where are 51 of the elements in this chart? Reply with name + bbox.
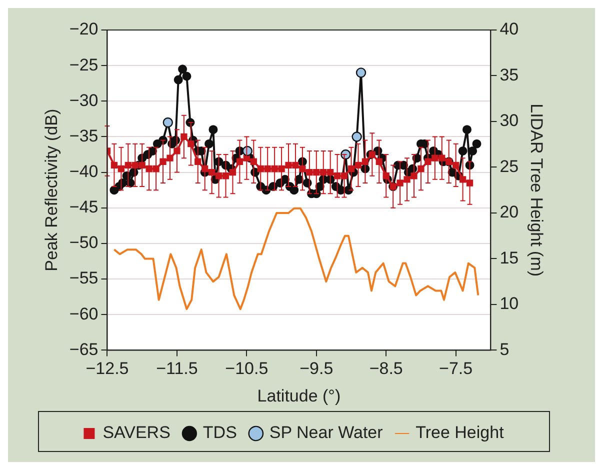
y2-tick-label: 35 bbox=[500, 65, 519, 84]
point bbox=[306, 168, 313, 176]
point bbox=[146, 165, 152, 172]
point bbox=[410, 172, 418, 180]
point bbox=[278, 165, 285, 172]
point bbox=[285, 162, 292, 169]
point bbox=[180, 133, 188, 140]
y-tick-label: −50 bbox=[69, 233, 98, 252]
point bbox=[356, 68, 366, 78]
y2-axis-title: LIDAR Tree Height (m) bbox=[527, 104, 546, 277]
y-tick-label: −20 bbox=[69, 20, 98, 39]
point bbox=[404, 176, 410, 183]
y-tick-label: −25 bbox=[69, 55, 98, 74]
y-tick-label: −30 bbox=[69, 90, 98, 110]
y2-tick-label: 15 bbox=[500, 248, 519, 268]
point bbox=[152, 165, 160, 172]
y2-tick-label: 40 bbox=[500, 20, 519, 39]
y-tick-label: −45 bbox=[69, 198, 98, 217]
point bbox=[352, 132, 362, 142]
y-tick-label: −40 bbox=[69, 162, 98, 181]
y-tick-label: −35 bbox=[69, 126, 98, 146]
point bbox=[162, 117, 173, 128]
y2-tick-label: 30 bbox=[500, 111, 519, 130]
legend-label: TDS bbox=[202, 423, 237, 442]
legend-label: SAVERS bbox=[102, 423, 170, 442]
x-tick-label: −11.5 bbox=[156, 359, 198, 378]
point bbox=[292, 162, 299, 169]
x-axis-title: Latitude (°) bbox=[257, 386, 341, 406]
point bbox=[166, 154, 174, 162]
legend-label: Tree Height bbox=[416, 423, 504, 442]
point bbox=[174, 148, 180, 154]
point bbox=[271, 165, 278, 172]
y-tick-label: −65 bbox=[69, 340, 98, 359]
x-tick-label: −12.5 bbox=[86, 359, 129, 378]
y-tick-label: −55 bbox=[69, 268, 98, 288]
y2-tick-label: 5 bbox=[500, 340, 510, 359]
y-axis-title: Peak Reflectivity (dB) bbox=[42, 108, 61, 272]
point bbox=[396, 180, 404, 186]
y2-tick-label: 25 bbox=[500, 156, 519, 176]
point bbox=[424, 158, 432, 165]
x-tick-label: −10.5 bbox=[225, 359, 268, 378]
point bbox=[299, 165, 306, 172]
y2-tick-label: 20 bbox=[500, 202, 519, 222]
point bbox=[418, 165, 424, 172]
y2-tick-label: 10 bbox=[500, 294, 519, 314]
point bbox=[160, 158, 166, 165]
legend-label: SP Near Water bbox=[269, 423, 384, 442]
x-tick-label: −9.5 bbox=[300, 359, 334, 378]
y-tick-label: −60 bbox=[69, 304, 98, 324]
x-tick-label: −7.5 bbox=[439, 359, 473, 378]
x-tick-label: −8.5 bbox=[369, 359, 403, 378]
